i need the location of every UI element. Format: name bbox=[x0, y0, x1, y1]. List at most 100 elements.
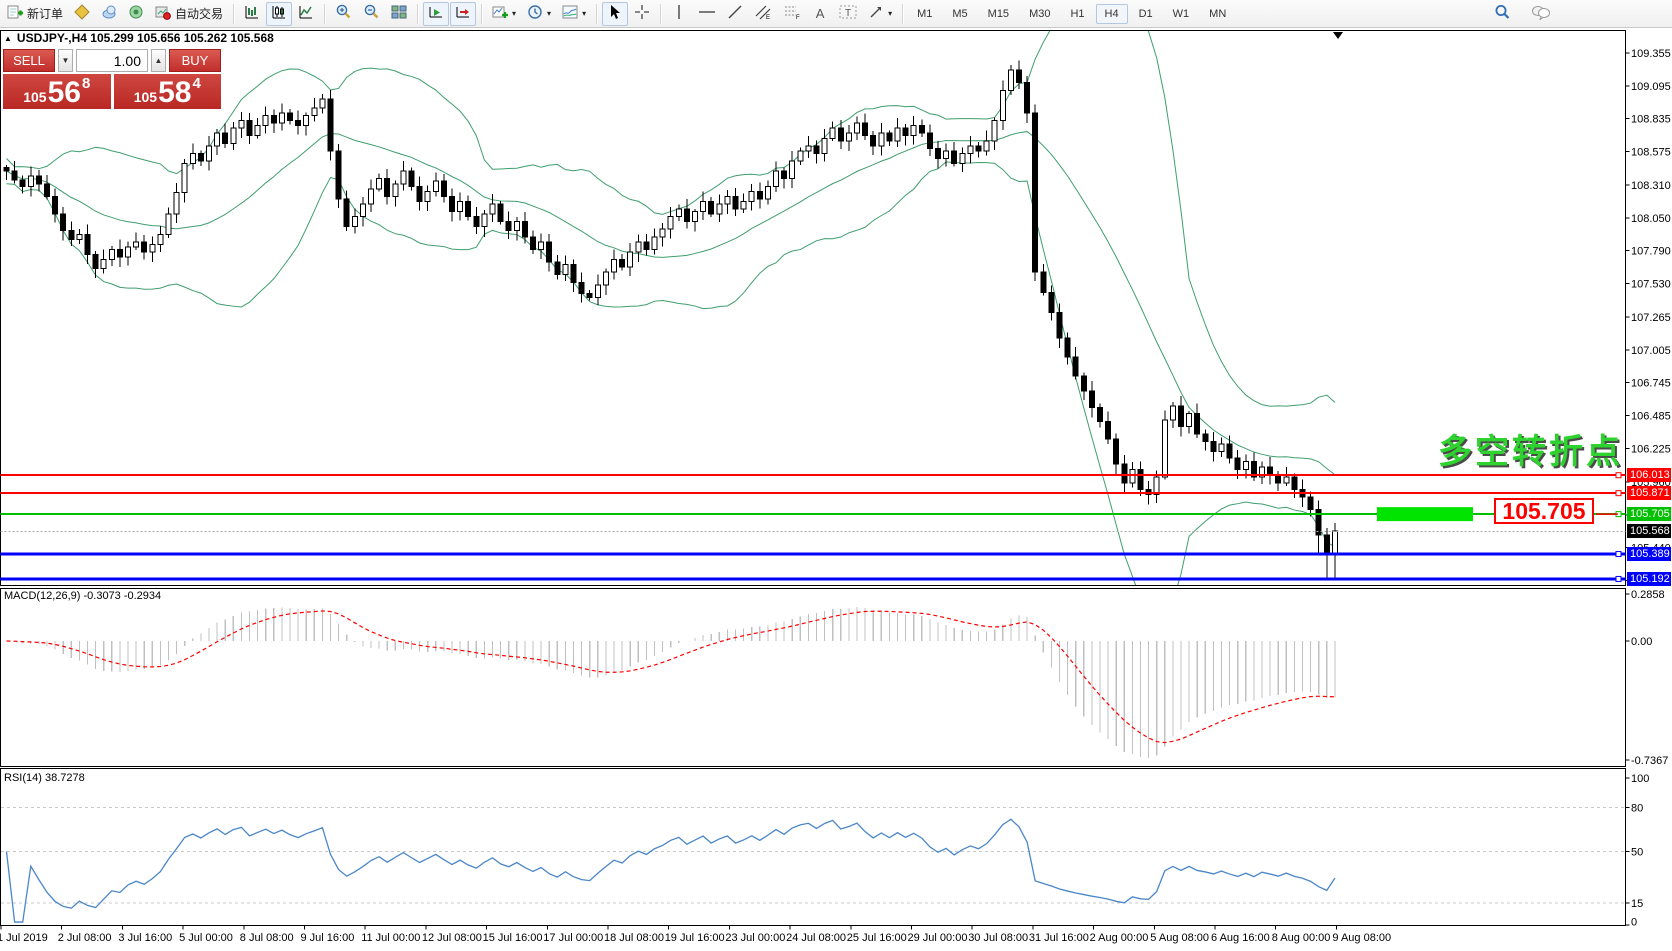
candle-body bbox=[424, 190, 431, 202]
line-anchor-handle[interactable] bbox=[1615, 551, 1622, 558]
date-axis-label[interactable]: 15 Jul 16:00 bbox=[483, 932, 543, 944]
trendline-button[interactable] bbox=[722, 2, 748, 26]
line-anchor-handle[interactable] bbox=[1615, 575, 1622, 582]
sell-button[interactable]: SELL bbox=[3, 49, 55, 72]
timeframe-button-D1[interactable]: D1 bbox=[1138, 7, 1153, 20]
date-axis-label[interactable]: 6 Aug 16:00 bbox=[1211, 932, 1270, 944]
vertical-line-button[interactable] bbox=[666, 2, 692, 26]
bar-chart-button[interactable] bbox=[239, 2, 265, 26]
candle-body bbox=[311, 107, 318, 117]
timeframe-button-H4[interactable]: H4 bbox=[1095, 3, 1128, 24]
search-icon bbox=[1494, 4, 1511, 23]
cursor-button[interactable] bbox=[602, 1, 629, 26]
date-axis-label[interactable]: 24 Jul 08:00 bbox=[786, 932, 846, 944]
market-button[interactable] bbox=[69, 2, 95, 26]
date-axis-label[interactable]: 2 Aug 00:00 bbox=[1090, 932, 1149, 944]
date-axis-label[interactable]: 12 Jul 08:00 bbox=[422, 932, 482, 944]
candlestick-chart-button[interactable] bbox=[266, 1, 293, 26]
zoom-out-button[interactable] bbox=[358, 2, 385, 26]
candle-body bbox=[35, 175, 42, 185]
candle-body bbox=[740, 200, 747, 210]
line-anchor-handle[interactable] bbox=[1615, 472, 1622, 479]
timeframe-button-MN[interactable]: MN bbox=[1209, 7, 1227, 20]
highlight-bar-annotation[interactable] bbox=[1377, 507, 1473, 522]
fibonacci-icon: F bbox=[783, 4, 801, 23]
date-axis-label[interactable]: 31 Jul 16:00 bbox=[1029, 932, 1089, 944]
tile-windows-button[interactable] bbox=[386, 2, 412, 26]
date-axis-label[interactable]: 23 Jul 00:00 bbox=[725, 932, 785, 944]
date-axis-label[interactable]: 8 Aug 00:00 bbox=[1272, 932, 1331, 944]
candle-body bbox=[335, 150, 342, 200]
text-button[interactable]: A bbox=[807, 2, 833, 26]
candle-body bbox=[1178, 405, 1184, 427]
date-axis-label[interactable]: 30 Jul 08:00 bbox=[968, 932, 1028, 944]
auto-scroll-button[interactable] bbox=[423, 1, 450, 26]
text-label-button[interactable]: T bbox=[834, 2, 862, 26]
timeframe-button-W1[interactable]: W1 bbox=[1172, 7, 1190, 20]
price-tick-label: 106.745 bbox=[1631, 378, 1671, 390]
crosshair-button[interactable] bbox=[629, 2, 655, 26]
date-axis-label[interactable]: 9 Aug 08:00 bbox=[1332, 932, 1391, 944]
sell-price[interactable]: 105 56 8 bbox=[3, 74, 111, 109]
chat-button[interactable] bbox=[1526, 2, 1556, 26]
date-axis-label[interactable]: 1 Jul 2019 bbox=[0, 932, 48, 944]
macd-signal-line bbox=[6, 610, 1335, 744]
date-axis-label[interactable]: 8 Jul 08:00 bbox=[240, 932, 294, 944]
line-anchor-handle[interactable] bbox=[1615, 490, 1622, 497]
autotrading-button[interactable]: 自动交易 bbox=[150, 2, 228, 26]
periods-icon bbox=[527, 4, 543, 23]
date-axis-label[interactable]: 19 Jul 16:00 bbox=[665, 932, 725, 944]
candle-body bbox=[440, 180, 447, 197]
symbol-info: ▲ USDJPY-,H4 105.299 105.656 105.262 105… bbox=[4, 31, 274, 45]
date-axis-label[interactable]: 29 Jul 00:00 bbox=[908, 932, 968, 944]
timeframe-button-M15[interactable]: M15 bbox=[987, 7, 1010, 20]
vps-button[interactable] bbox=[123, 2, 149, 26]
date-axis-label[interactable]: 18 Jul 08:00 bbox=[604, 932, 664, 944]
date-axis-label[interactable]: 5 Jul 00:00 bbox=[179, 932, 233, 944]
date-axis-label[interactable]: 11 Jul 00:00 bbox=[361, 932, 420, 944]
timeframe-button-H1[interactable]: H1 bbox=[1070, 7, 1085, 20]
macd-axis-label: 0.00 bbox=[1631, 636, 1652, 648]
date-axis-label[interactable]: 25 Jul 16:00 bbox=[847, 932, 907, 944]
signals-button[interactable] bbox=[96, 2, 122, 26]
fibonacci-button[interactable]: F bbox=[778, 2, 806, 26]
timeframe-button-M1[interactable]: M1 bbox=[917, 7, 933, 20]
price-tick-label: 109.095 bbox=[1631, 81, 1671, 93]
date-axis-label[interactable]: 9 Jul 16:00 bbox=[301, 932, 355, 944]
candle-body bbox=[1145, 488, 1152, 496]
volume-input[interactable] bbox=[76, 49, 148, 72]
candle-body bbox=[594, 284, 601, 298]
candle-body bbox=[368, 188, 374, 205]
line-chart-button[interactable] bbox=[293, 2, 319, 26]
volume-decrease-button[interactable]: ▼ bbox=[58, 49, 73, 72]
search-button[interactable] bbox=[1489, 2, 1516, 26]
periods-button[interactable]: ▾ bbox=[522, 2, 556, 26]
candle-body bbox=[708, 200, 715, 215]
date-axis-label[interactable]: 3 Jul 16:00 bbox=[118, 932, 172, 944]
buy-price[interactable]: 105 58 4 bbox=[113, 74, 221, 109]
new-order-button[interactable]: 新订单 bbox=[2, 2, 68, 26]
templates-button[interactable]: ▾ bbox=[557, 2, 591, 26]
buy-button[interactable]: BUY bbox=[169, 49, 221, 72]
timeframe-button-M5[interactable]: M5 bbox=[952, 7, 968, 20]
candle-body bbox=[270, 115, 277, 124]
chart-shift-marker[interactable] bbox=[1333, 32, 1343, 39]
shapes-button[interactable]: ▾ bbox=[863, 2, 897, 26]
horizontal-line-button[interactable] bbox=[693, 2, 721, 26]
price-tick-label: 108.050 bbox=[1631, 213, 1671, 225]
collapse-panel-icon[interactable]: ▲ bbox=[4, 33, 12, 43]
timeframe-button-M30[interactable]: M30 bbox=[1029, 7, 1051, 20]
zoom-in-button[interactable] bbox=[330, 2, 357, 26]
candle-body bbox=[303, 115, 310, 127]
candle-body bbox=[1153, 476, 1160, 496]
date-axis-label[interactable]: 17 Jul 00:00 bbox=[543, 932, 603, 944]
date-axis-label[interactable]: 2 Jul 08:00 bbox=[58, 932, 112, 944]
equidistant-channel-button[interactable]: E bbox=[749, 2, 777, 26]
candle-body bbox=[125, 246, 131, 258]
volume-increase-button[interactable]: ▲ bbox=[151, 49, 166, 72]
indicators-button[interactable]: ▾ bbox=[487, 2, 521, 26]
date-axis-label[interactable]: 5 Aug 08:00 bbox=[1150, 932, 1209, 944]
chart-shift-button[interactable] bbox=[450, 1, 477, 26]
candle-body bbox=[716, 203, 723, 215]
price-callout-box[interactable]: 105.705 bbox=[1494, 498, 1594, 524]
